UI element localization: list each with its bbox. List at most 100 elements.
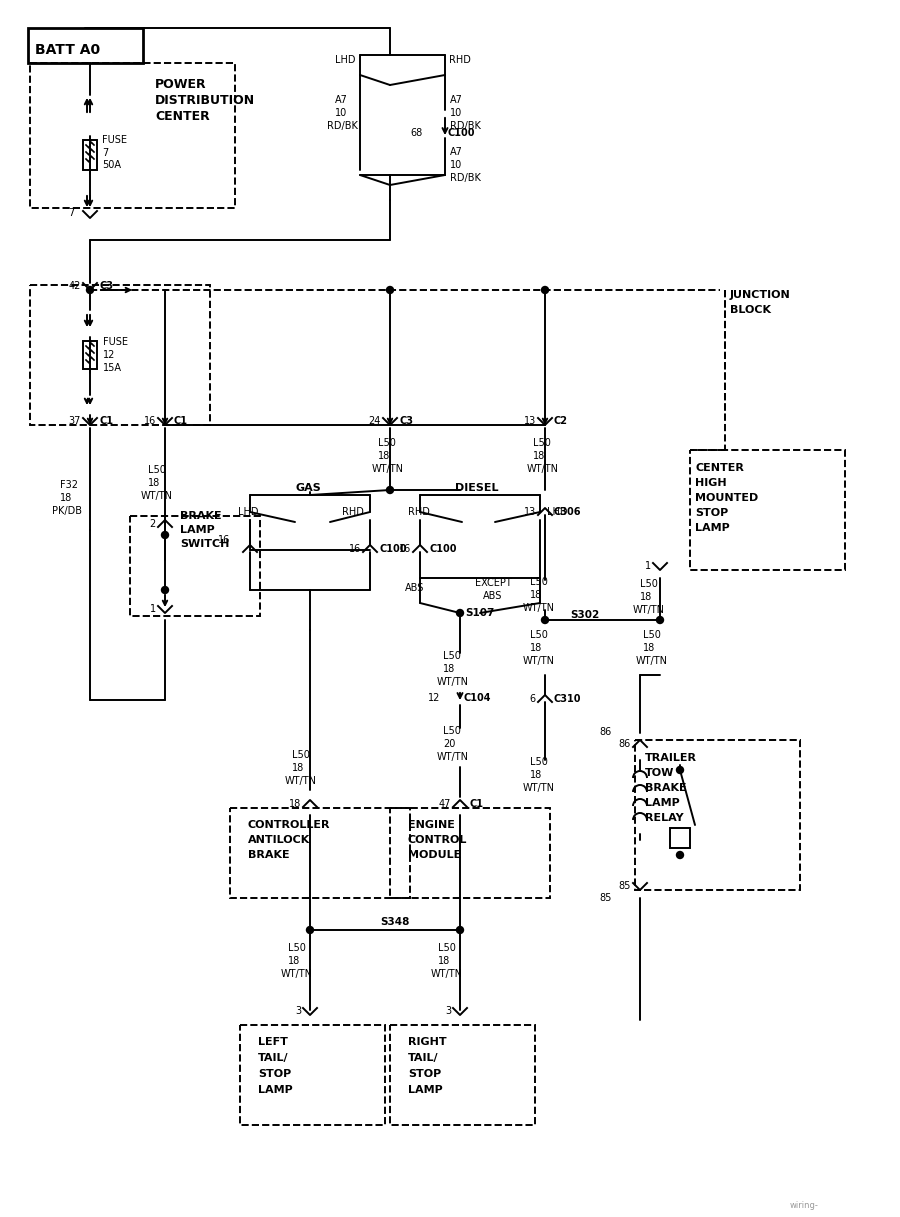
Text: C1: C1 bbox=[174, 416, 188, 426]
Text: 86: 86 bbox=[599, 727, 612, 738]
Text: BRAKE: BRAKE bbox=[248, 849, 290, 860]
Text: RHD: RHD bbox=[449, 55, 471, 65]
Text: POWER: POWER bbox=[155, 79, 207, 91]
Text: BRAKE: BRAKE bbox=[645, 783, 687, 793]
Circle shape bbox=[677, 767, 683, 774]
Text: HIGH: HIGH bbox=[695, 478, 726, 488]
Text: EXCEPT: EXCEPT bbox=[475, 578, 512, 588]
Text: 16: 16 bbox=[349, 544, 361, 554]
Text: ABS: ABS bbox=[405, 583, 425, 593]
Circle shape bbox=[161, 532, 168, 538]
Text: WT/TN: WT/TN bbox=[636, 656, 668, 666]
Text: WT/TN: WT/TN bbox=[437, 752, 469, 762]
Text: RHD: RHD bbox=[342, 507, 364, 517]
Text: L50: L50 bbox=[378, 438, 396, 448]
Text: CONTROL: CONTROL bbox=[408, 835, 467, 845]
Bar bbox=[690, 450, 845, 570]
Text: WT/TN: WT/TN bbox=[523, 783, 555, 793]
Text: DISTRIBUTION: DISTRIBUTION bbox=[155, 95, 255, 107]
Text: 18: 18 bbox=[288, 957, 301, 966]
Text: MODULE: MODULE bbox=[408, 849, 461, 860]
Circle shape bbox=[456, 610, 464, 617]
Text: WT/TN: WT/TN bbox=[437, 677, 469, 688]
Text: LAMP: LAMP bbox=[408, 1086, 443, 1095]
Text: L50: L50 bbox=[533, 438, 551, 448]
Text: SWITCH: SWITCH bbox=[180, 539, 230, 549]
Text: 37: 37 bbox=[68, 416, 81, 426]
Text: LAMP: LAMP bbox=[258, 1086, 292, 1095]
Circle shape bbox=[677, 852, 683, 858]
Text: 18: 18 bbox=[443, 664, 455, 674]
Text: MOUNTED: MOUNTED bbox=[695, 493, 758, 503]
Text: GAS: GAS bbox=[295, 483, 320, 493]
Text: FUSE: FUSE bbox=[102, 135, 127, 145]
Circle shape bbox=[86, 286, 94, 293]
Text: WT/TN: WT/TN bbox=[431, 969, 463, 978]
Text: C306: C306 bbox=[554, 507, 581, 517]
Text: L50: L50 bbox=[443, 651, 461, 661]
Text: 1: 1 bbox=[645, 561, 651, 571]
Text: C1: C1 bbox=[99, 416, 113, 426]
Text: 13: 13 bbox=[524, 416, 536, 426]
Text: L50: L50 bbox=[643, 630, 661, 640]
Text: S348: S348 bbox=[380, 916, 410, 927]
Text: LAMP: LAMP bbox=[695, 523, 730, 533]
Text: C3: C3 bbox=[99, 281, 113, 291]
Text: 7: 7 bbox=[68, 208, 74, 218]
Circle shape bbox=[456, 926, 464, 933]
Text: 18: 18 bbox=[378, 452, 391, 461]
Text: C1: C1 bbox=[469, 800, 483, 809]
Text: C310: C310 bbox=[554, 694, 581, 703]
Text: 16: 16 bbox=[144, 416, 156, 426]
Text: 18: 18 bbox=[438, 957, 450, 966]
Text: WT/TN: WT/TN bbox=[281, 969, 313, 978]
Text: L50: L50 bbox=[443, 727, 461, 736]
Text: 18: 18 bbox=[530, 643, 542, 654]
Text: 68: 68 bbox=[410, 128, 423, 138]
Circle shape bbox=[386, 487, 393, 494]
Bar bbox=[390, 1025, 535, 1125]
Text: LEFT: LEFT bbox=[258, 1037, 288, 1047]
Text: WT/TN: WT/TN bbox=[285, 776, 317, 786]
Text: S107: S107 bbox=[465, 608, 494, 618]
Text: 12: 12 bbox=[428, 692, 440, 703]
Text: L50: L50 bbox=[530, 630, 548, 640]
Text: RD/BK: RD/BK bbox=[450, 173, 481, 183]
Text: 10: 10 bbox=[450, 159, 463, 170]
Text: C104: C104 bbox=[464, 692, 491, 703]
Text: RELAY: RELAY bbox=[645, 813, 684, 823]
Text: ANTILOCK: ANTILOCK bbox=[248, 835, 310, 845]
Bar bbox=[83, 341, 97, 369]
Text: WT/TN: WT/TN bbox=[523, 602, 555, 613]
Text: TAIL/: TAIL/ bbox=[258, 1053, 289, 1062]
Text: LAMP: LAMP bbox=[180, 525, 215, 535]
Text: BRAKE: BRAKE bbox=[180, 511, 221, 521]
Text: LAMP: LAMP bbox=[645, 798, 680, 808]
Circle shape bbox=[542, 617, 548, 623]
Circle shape bbox=[656, 617, 663, 623]
Text: wiring-: wiring- bbox=[790, 1200, 819, 1210]
Text: TRAILER: TRAILER bbox=[645, 753, 697, 763]
Text: C3: C3 bbox=[399, 416, 413, 426]
Text: WT/TN: WT/TN bbox=[141, 490, 173, 501]
Bar bbox=[670, 828, 690, 848]
Text: 18: 18 bbox=[643, 643, 655, 654]
Text: WT/TN: WT/TN bbox=[633, 605, 665, 615]
Text: CENTER: CENTER bbox=[155, 111, 210, 123]
Circle shape bbox=[161, 587, 168, 594]
Text: CONTROLLER: CONTROLLER bbox=[248, 820, 330, 830]
Text: C100: C100 bbox=[448, 128, 475, 138]
Text: L50: L50 bbox=[288, 943, 306, 953]
Bar bbox=[30, 63, 235, 208]
Text: 18: 18 bbox=[530, 770, 542, 780]
Text: L50: L50 bbox=[438, 943, 456, 953]
Text: STOP: STOP bbox=[258, 1069, 292, 1079]
Text: 20: 20 bbox=[443, 739, 455, 748]
Bar bbox=[230, 808, 410, 898]
Text: C100: C100 bbox=[429, 544, 456, 554]
Text: WT/TN: WT/TN bbox=[527, 464, 559, 473]
Text: L50: L50 bbox=[640, 579, 658, 589]
Bar bbox=[240, 1025, 385, 1125]
Text: F32: F32 bbox=[60, 479, 78, 490]
Text: 6: 6 bbox=[530, 694, 536, 703]
